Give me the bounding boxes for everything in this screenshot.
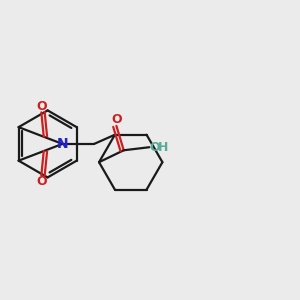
Text: O: O	[36, 175, 46, 188]
Text: O: O	[149, 141, 160, 154]
Text: O: O	[36, 100, 46, 113]
Text: H: H	[158, 141, 168, 154]
Text: O: O	[111, 113, 122, 126]
Text: N: N	[57, 137, 68, 151]
